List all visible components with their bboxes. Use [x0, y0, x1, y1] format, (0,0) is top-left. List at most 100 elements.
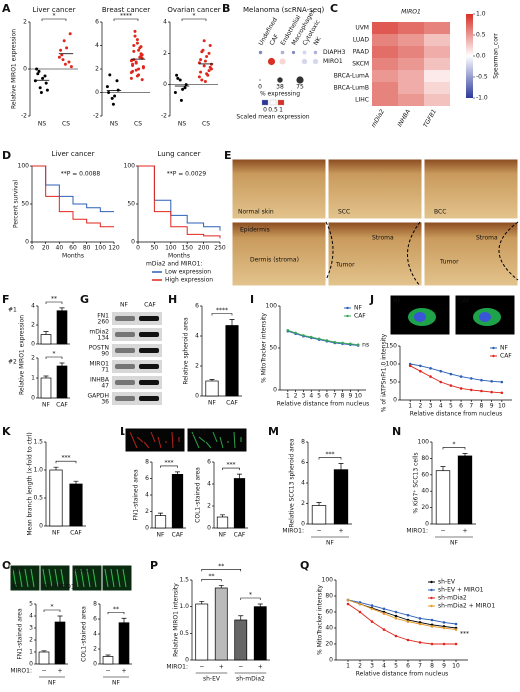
y-tick-label: 0 — [393, 397, 397, 404]
series-line — [409, 365, 502, 394]
error-bar — [237, 473, 242, 479]
data-point — [208, 65, 212, 69]
fiber — [86, 568, 91, 588]
expression-dot — [257, 58, 264, 65]
y-tick-label: 0 — [145, 525, 149, 532]
y-tick-label: 4 — [207, 481, 211, 488]
fiber — [48, 568, 53, 588]
x-tick-label: 9 — [348, 393, 352, 400]
y-tick-label: 100 — [18, 163, 30, 170]
data-point — [200, 78, 204, 82]
group-label: NF — [326, 540, 334, 547]
series-point — [370, 620, 374, 623]
bar — [56, 310, 68, 345]
panel-letter: E — [224, 149, 232, 162]
fiber — [150, 431, 156, 443]
blot-strip — [112, 376, 162, 389]
series-point — [469, 377, 473, 380]
x-tick-label: 4 — [382, 663, 386, 670]
legend-marker — [492, 346, 495, 350]
error-bar — [440, 466, 446, 471]
y-tick-label: 100 — [322, 577, 334, 584]
significance-bracket — [113, 18, 139, 21]
series-point — [439, 369, 443, 373]
colorbar-tick-label: -0.5 — [476, 74, 488, 81]
y-tick-label: 8 — [301, 439, 305, 446]
error-bar — [175, 471, 180, 475]
series-point — [442, 626, 446, 630]
y-tick-label: 0 — [95, 89, 99, 96]
y-axis-label: Relative spheroid area — [183, 317, 190, 385]
bar — [154, 515, 167, 529]
x-tick-label: 10 — [452, 663, 460, 670]
heatmap-cell — [372, 70, 398, 82]
expression-dot — [301, 58, 308, 65]
fiber — [60, 568, 65, 588]
y-tick-label: 6 — [93, 616, 97, 623]
fiber — [233, 431, 236, 449]
blot-strip — [112, 328, 162, 341]
row-label: PAAD — [353, 49, 370, 56]
column-label: mDia2 — [370, 108, 386, 129]
micrograph — [231, 158, 327, 220]
series-point — [418, 622, 422, 626]
y-tick-label: 0 — [329, 657, 333, 664]
data-point — [176, 76, 180, 80]
series-point — [490, 390, 493, 394]
x-tick-label: NF — [219, 532, 227, 539]
image-label: CAF — [458, 298, 470, 305]
x-tick-label: 9 — [490, 403, 494, 410]
data-point — [202, 39, 206, 43]
x-tick-label: 8 — [480, 403, 484, 410]
band-label: MIRO1 — [89, 361, 109, 368]
y-tick-label: 2 — [145, 508, 149, 515]
y-tick-label: 2 — [29, 637, 33, 644]
fiber — [212, 431, 218, 443]
x-tick-label: 4 — [439, 403, 443, 410]
significance-label: * — [193, 13, 196, 20]
y-tick-label: 4 — [95, 42, 99, 49]
y-axis-label: Relative MIRO1 expression — [19, 315, 26, 395]
panel-letter: J — [369, 293, 374, 306]
y-tick-label: 4 — [93, 631, 97, 638]
data-point — [179, 98, 183, 102]
fiber — [122, 568, 127, 588]
legend-label: CAF — [500, 353, 512, 360]
series-point — [394, 614, 398, 618]
x-tick-label: 20 — [42, 245, 50, 252]
image-label: NF+MIRO1 — [42, 584, 75, 591]
x-tick-label: + — [338, 528, 343, 535]
y-tick-label: 100 — [124, 163, 136, 170]
panel-letter: C — [330, 2, 338, 15]
panel-sublabel: #2 — [8, 359, 17, 366]
series-point — [454, 622, 458, 626]
data-point — [203, 59, 207, 63]
color-legend-label: 0 — [263, 107, 267, 114]
expression-dot — [291, 50, 296, 55]
data-point — [133, 29, 137, 33]
series-point — [430, 642, 434, 646]
colorbar-title: Spearman_corr — [493, 33, 500, 79]
series-point — [349, 342, 352, 346]
bar — [38, 651, 50, 665]
y-tick-label: 4 — [145, 492, 149, 499]
series-point — [356, 343, 360, 346]
x-tick-label: 50 — [151, 245, 159, 252]
fiber — [92, 568, 97, 588]
x-axis-label: Months — [168, 253, 190, 260]
data-point — [41, 76, 45, 80]
significance-bracket — [107, 611, 125, 615]
color-legend-title: Scaled mean expression — [236, 114, 309, 121]
y-tick-label: 0 — [301, 521, 305, 528]
x-tick-label: + — [57, 668, 62, 675]
y-tick-label: 0 — [273, 387, 277, 394]
y-tick-label: -2 — [21, 113, 27, 120]
error-bar — [229, 319, 235, 326]
y-axis-label: COL1-stained area — [195, 467, 202, 523]
y-tick-label: 6 — [95, 19, 99, 26]
x-tick-label: − — [41, 668, 46, 675]
error-bar — [199, 600, 205, 604]
data-point — [105, 85, 109, 89]
series-point — [286, 329, 290, 332]
significance-bracket — [240, 597, 261, 600]
